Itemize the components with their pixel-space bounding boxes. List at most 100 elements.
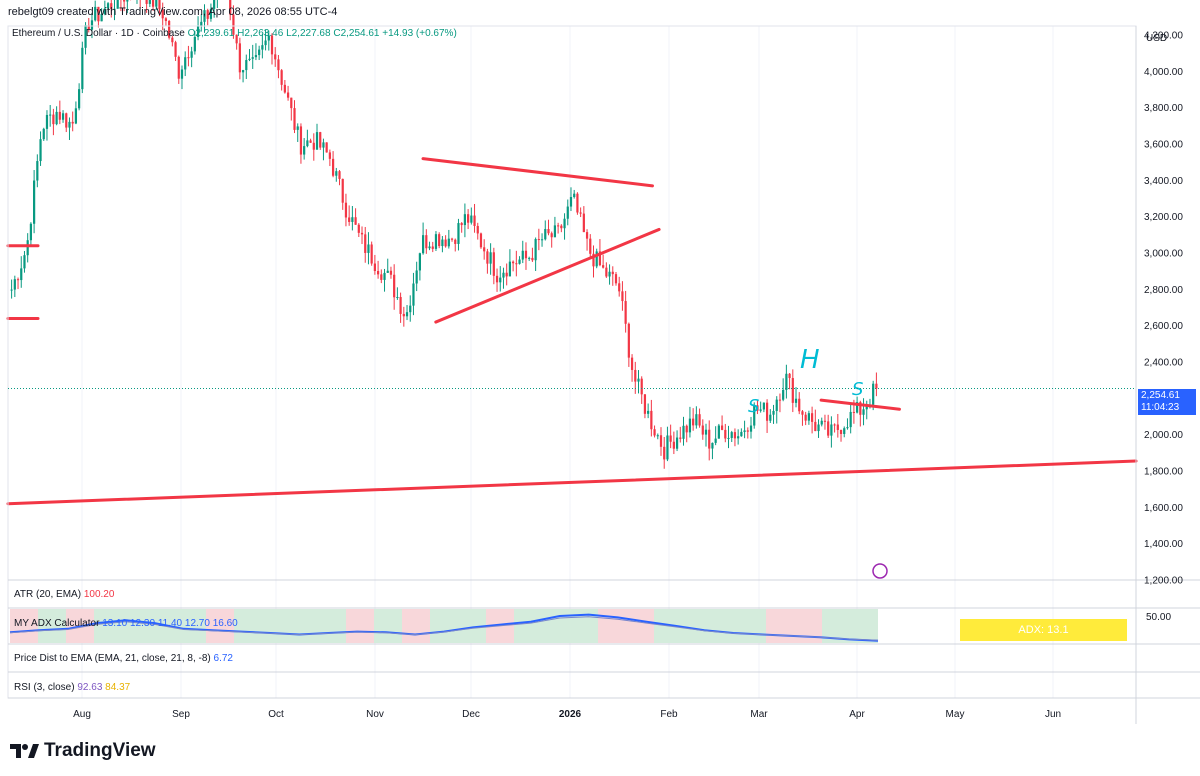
adx-indicator-label[interactable]: MY ADX Calculator 13.10 12.30 11.40 12.7…: [14, 618, 238, 629]
x-tick-label: Apr: [849, 709, 865, 720]
candle-body: [344, 202, 348, 218]
candle-body: [87, 25, 90, 30]
candle-body: [454, 239, 457, 244]
candle-body: [836, 424, 839, 430]
candle-body: [688, 418, 692, 433]
candle-body: [26, 240, 29, 256]
candle-body: [515, 263, 518, 265]
candle-body: [573, 193, 576, 198]
candle-body: [634, 369, 637, 382]
candle-body: [376, 270, 380, 275]
candle-body: [560, 225, 563, 229]
candle-body: [659, 435, 663, 447]
candle-body: [653, 429, 656, 436]
candle-body: [58, 111, 61, 120]
pdist-name[interactable]: Price Dist to EMA (EMA, 21, close, 21, 8…: [14, 653, 211, 664]
adx-name[interactable]: MY ADX Calculator: [14, 618, 100, 629]
rsi-ma-value: 84.37: [105, 682, 131, 693]
atr-name[interactable]: ATR (20, EMA): [14, 589, 82, 600]
y-tick-label: 1,800.00: [1144, 467, 1183, 478]
candle-body: [611, 271, 614, 275]
adx-indicator-pane: [9, 609, 879, 643]
candle-body: [68, 121, 71, 128]
candle-body: [540, 239, 544, 241]
adx-bg-stripe: [710, 609, 738, 643]
candle-body: [331, 158, 335, 176]
candle-body: [614, 274, 618, 284]
pdist-indicator-label[interactable]: Price Dist to EMA (EMA, 21, close, 21, 8…: [14, 653, 233, 664]
candle-body: [553, 225, 557, 238]
candle-body: [765, 402, 769, 421]
trendline-triangle-upper: [421, 157, 654, 188]
candle-body: [296, 126, 299, 130]
candle-body: [123, 0, 126, 2]
currency-label[interactable]: USD: [1146, 33, 1168, 44]
y-tick-label: 3,400.00: [1144, 176, 1183, 187]
candle-body: [78, 89, 81, 109]
symbol-name[interactable]: Ethereum / U.S. Dollar · 1D · Coinbase: [12, 28, 185, 39]
candle-body: [441, 239, 444, 247]
candle-body: [148, 0, 151, 4]
candle-body: [161, 9, 164, 19]
candle-body: [71, 121, 74, 124]
candle-body: [206, 10, 209, 19]
tradingview-brand[interactable]: TradingView: [10, 740, 156, 762]
candle-body: [746, 430, 749, 432]
candle-body: [663, 446, 666, 460]
y-tick-label: 1,600.00: [1144, 503, 1183, 514]
candle-body: [94, 6, 97, 21]
adx-bg-stripe: [542, 609, 570, 643]
candle-body: [749, 425, 753, 432]
candle-body: [306, 140, 309, 147]
candle-body: [672, 441, 675, 449]
candle-body: [772, 410, 775, 415]
candle-body: [52, 114, 55, 125]
candle-body: [875, 383, 878, 389]
candle-body: [341, 178, 344, 203]
candle-body: [293, 108, 296, 130]
candle-body: [81, 47, 84, 90]
chart-grid: [81, 26, 1054, 698]
ohlc-change: +14.93 (+0.67%): [382, 28, 457, 39]
candle-body: [409, 305, 412, 313]
adx-level-label: 50.00: [1146, 612, 1172, 623]
adx-value-1: 13.10: [102, 618, 128, 629]
candle-body: [794, 398, 798, 403]
adx-value-2: 12.30: [130, 618, 156, 629]
candle-body: [563, 218, 566, 229]
rsi-name[interactable]: RSI (3, close): [14, 682, 75, 693]
candle-body: [862, 409, 865, 415]
candle-body: [415, 270, 418, 284]
plot-frame: [7, 25, 1137, 699]
candle-body: [839, 429, 843, 434]
candle-body: [325, 142, 328, 153]
candle-body: [720, 425, 724, 430]
pdist-value: 6.72: [213, 653, 233, 664]
candle-body: [727, 437, 730, 439]
candle-body: [74, 108, 78, 124]
atr-indicator-label[interactable]: ATR (20, EMA) 100.20: [14, 589, 114, 600]
candle-body: [241, 70, 245, 73]
candle-body: [238, 43, 241, 73]
ohlc-open: O2,239.61: [187, 28, 235, 39]
candle-body: [36, 161, 39, 181]
symbol-legend[interactable]: Ethereum / U.S. Dollar · 1D · Coinbase O…: [12, 28, 457, 39]
candle-body: [666, 435, 669, 460]
x-tick-label: Feb: [660, 709, 678, 720]
candle-body: [537, 239, 540, 241]
candle-body: [512, 261, 515, 264]
rsi-indicator-label[interactable]: RSI (3, close) 92.63 84.37: [14, 682, 130, 693]
candle-body: [447, 238, 450, 247]
adx-bg-stripe: [262, 609, 290, 643]
adx-bg-stripe: [430, 609, 458, 643]
candle-body: [778, 399, 782, 401]
candle-body: [364, 234, 367, 253]
candle-body: [714, 438, 717, 443]
candle-body: [90, 20, 94, 30]
candle-body: [258, 49, 261, 56]
candle-body: [499, 277, 502, 283]
candle-body: [312, 142, 315, 150]
candle-body: [470, 215, 473, 223]
candle-body: [151, 0, 155, 7]
